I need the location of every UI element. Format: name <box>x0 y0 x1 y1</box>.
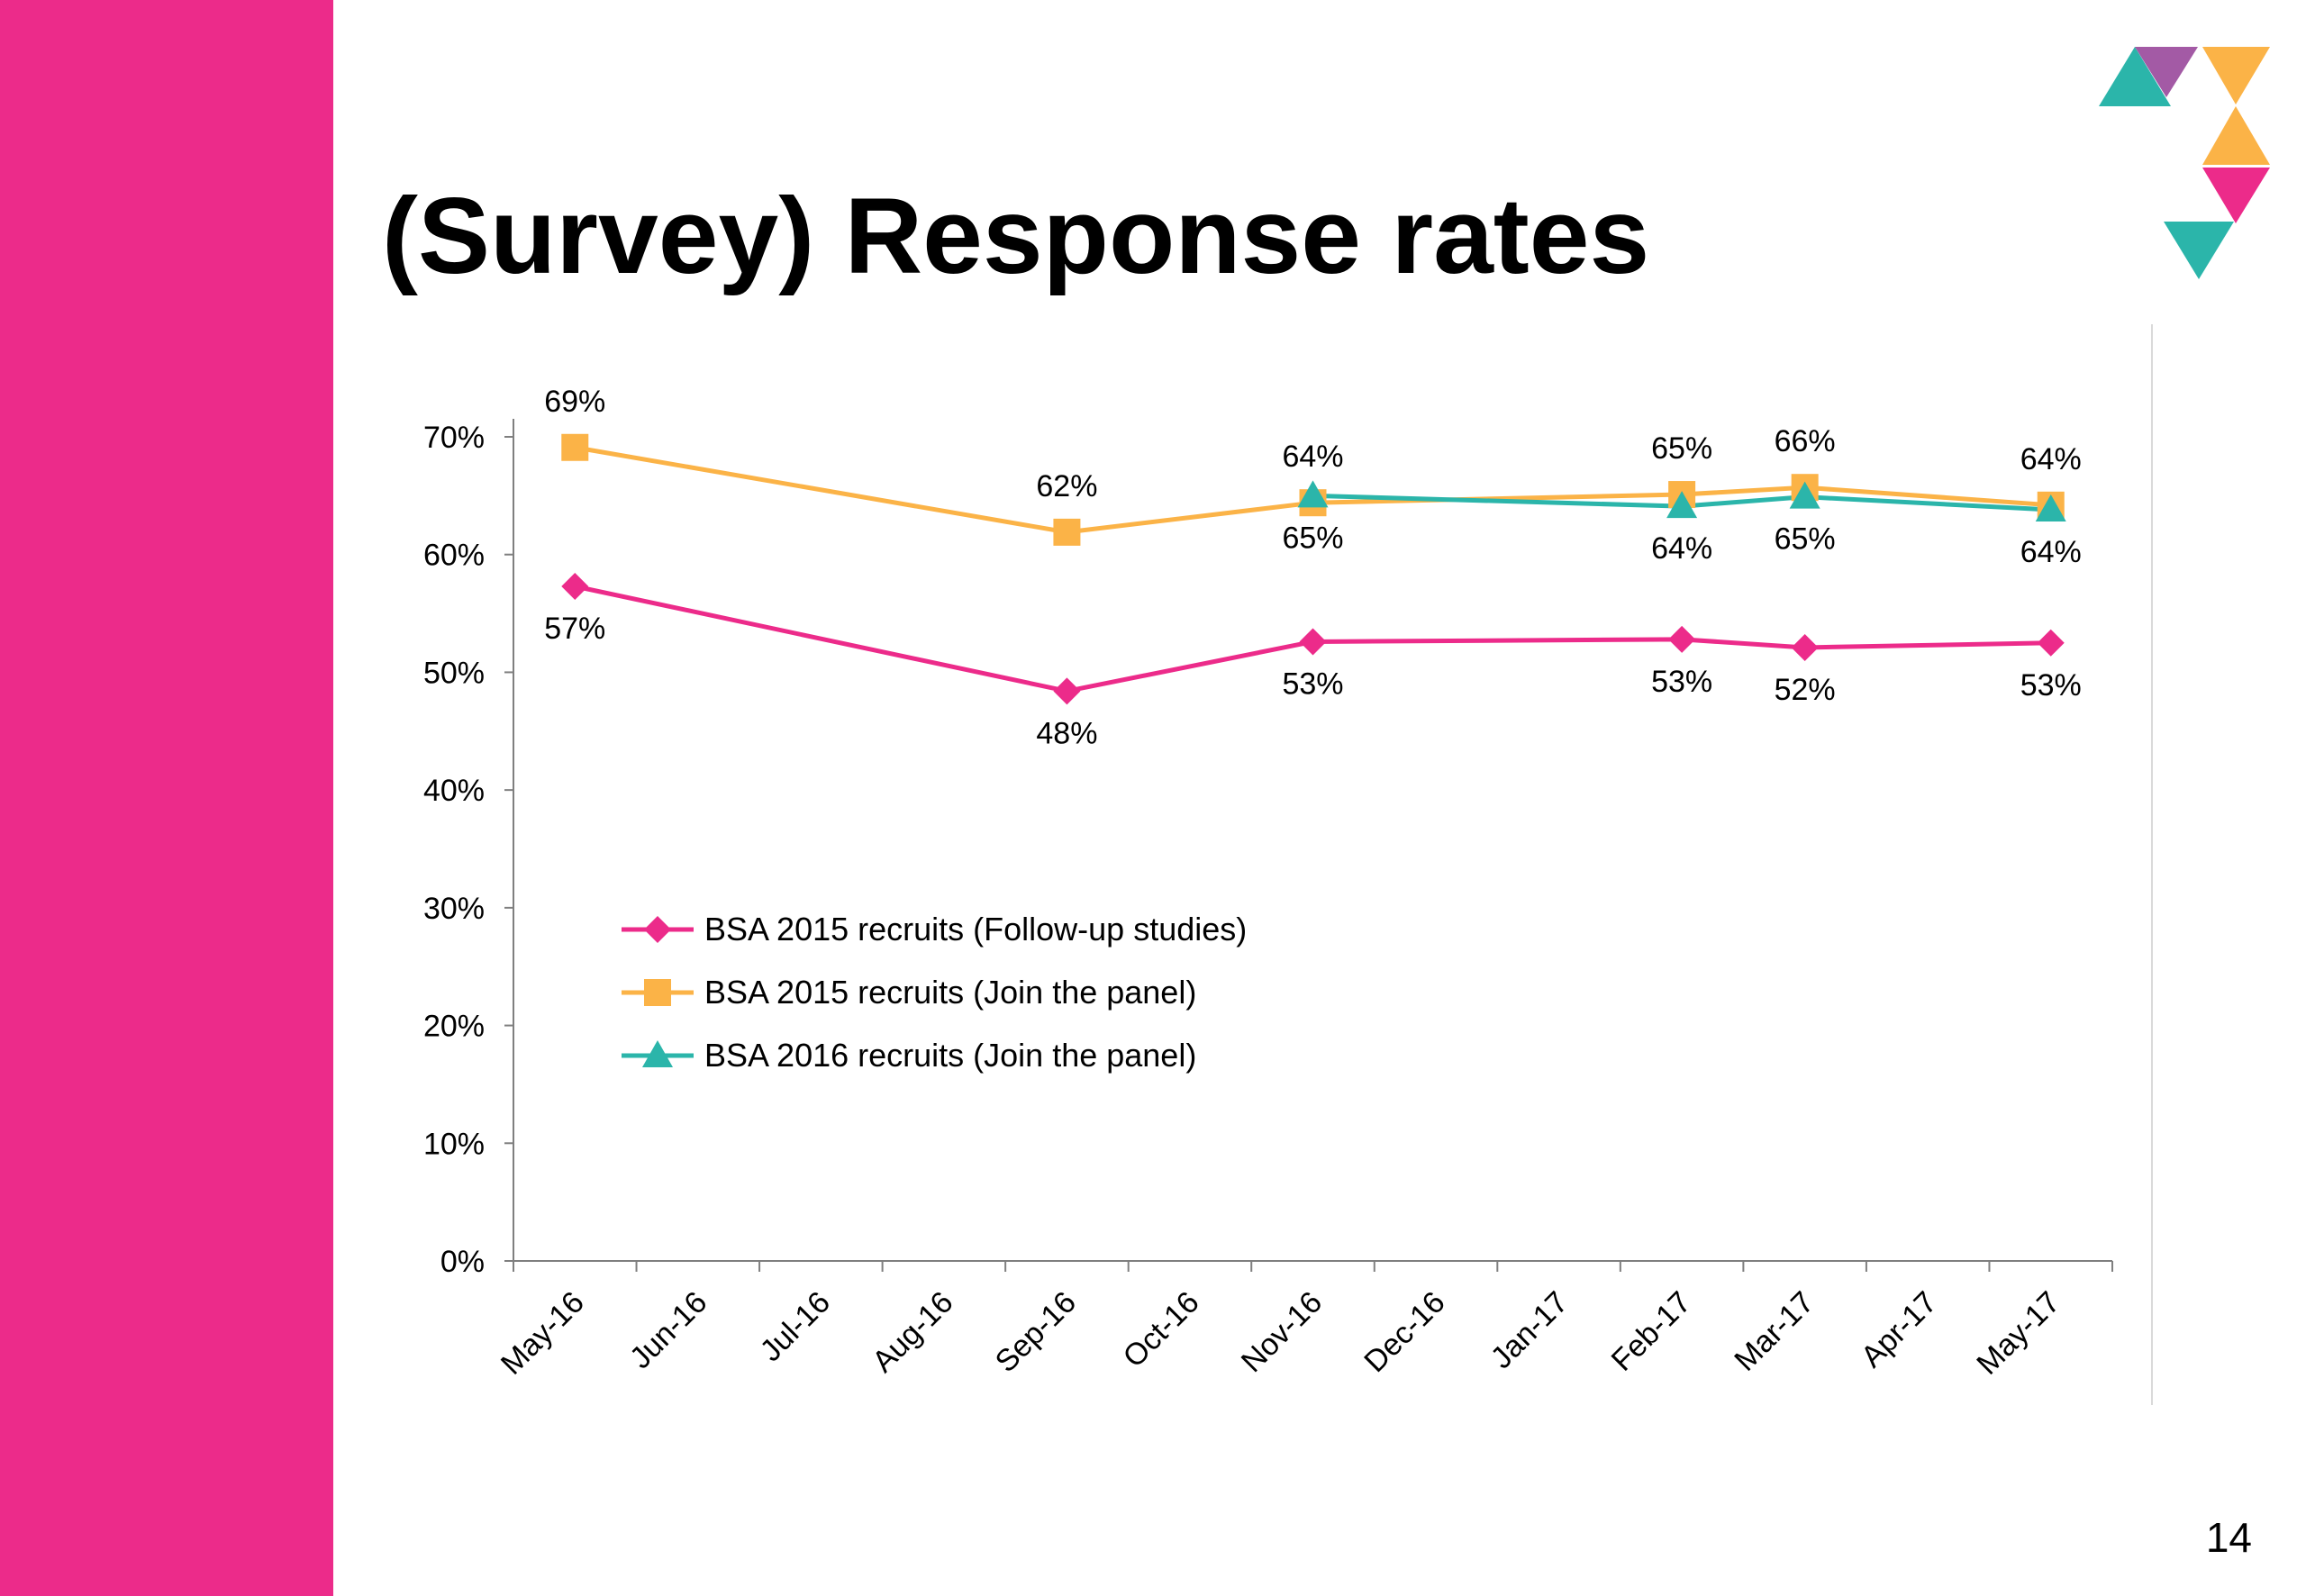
y-tick-label: 30% <box>423 892 485 926</box>
data-label: 65% <box>1651 431 1712 466</box>
triangle-marker <box>2035 494 2066 522</box>
logo-triangle-pink <box>2202 168 2270 223</box>
data-label: 65% <box>1282 521 1343 555</box>
series-markers <box>561 433 2066 705</box>
x-tick-label: Dec-16 <box>1357 1285 1451 1379</box>
x-tick-label: Nov-16 <box>1235 1285 1329 1379</box>
diamond-marker <box>1053 677 1081 705</box>
triangle-marker <box>1297 480 1329 508</box>
y-tick-label: 70% <box>423 421 485 455</box>
x-tick-label: Jul-16 <box>754 1285 837 1368</box>
diamond-marker <box>561 573 589 601</box>
x-tick-label: Oct-16 <box>1117 1285 1206 1374</box>
x-tick-label: Apr-17 <box>1855 1285 1944 1374</box>
square-marker <box>1053 518 1081 546</box>
diamond-marker <box>644 916 671 943</box>
logo-triangle-teal-bottom <box>2164 222 2234 279</box>
x-tick-label: May-16 <box>495 1285 591 1382</box>
y-axis: 0% 10% 20% 30% 40% 50% 60% 70% <box>423 419 514 1279</box>
legend-label: BSA 2015 recruits (Join the panel) <box>704 974 1196 1011</box>
x-tick-label: Feb-17 <box>1605 1285 1698 1378</box>
data-label: 64% <box>1282 440 1343 474</box>
data-label: 53% <box>1651 665 1712 699</box>
data-label: 65% <box>1775 522 1836 557</box>
legend-label: BSA 2015 recruits (Follow-up studies) <box>704 911 1247 948</box>
triangle-marker <box>1789 481 1820 509</box>
series-line-1 <box>574 584 2051 694</box>
x-axis: May-16 Jun-16 Jul-16 Aug-16 Sep-16 Oct-16 Nov-… <box>495 1260 2113 1382</box>
side-bar <box>0 0 333 1596</box>
diamond-marker <box>1791 633 1819 661</box>
x-tick-label: Sep-16 <box>989 1285 1083 1379</box>
data-label: 64% <box>2020 442 2082 476</box>
data-label: 48% <box>1036 716 1097 750</box>
legend-label: BSA 2016 recruits (Join the panel) <box>704 1037 1196 1074</box>
y-tick-label: 50% <box>423 656 485 690</box>
y-tick-label: 10% <box>423 1127 485 1161</box>
data-label: 66% <box>1775 424 1836 458</box>
diamond-marker <box>1668 625 1696 653</box>
square-marker <box>644 979 671 1006</box>
triangle-marker <box>642 1040 673 1067</box>
x-tick-label: Jan-17 <box>1484 1285 1575 1375</box>
series-lines <box>574 445 2051 694</box>
y-tick-label: 60% <box>423 539 485 573</box>
data-label: 52% <box>1775 673 1836 707</box>
data-label: 53% <box>1282 667 1343 701</box>
series-line-2 <box>574 445 2051 535</box>
logo-triangle-orange-mid <box>2202 106 2270 165</box>
square-marker <box>561 433 589 461</box>
response-rate-chart: 0% 10% 20% 30% 40% 50% 60% 70% May-16 Jun-16 Jul-… <box>423 385 2113 1382</box>
diamond-marker <box>2037 629 2065 657</box>
x-tick-label: Mar-17 <box>1728 1285 1820 1378</box>
data-label: 64% <box>1651 531 1712 566</box>
diamond-marker <box>1299 628 1327 656</box>
data-label: 69% <box>544 385 605 419</box>
data-label: 53% <box>2020 668 2082 703</box>
y-tick-label: 40% <box>423 774 485 808</box>
y-tick-label: 0% <box>440 1245 485 1279</box>
page-number: 14 <box>2205 1514 2252 1561</box>
data-label: 62% <box>1036 469 1097 503</box>
series-line-3 <box>1312 493 2051 512</box>
logo-triangle-orange-top <box>2202 47 2270 104</box>
x-tick-label: May-17 <box>1970 1285 2066 1382</box>
x-tick-label: Jun-16 <box>623 1285 713 1375</box>
data-label: 57% <box>544 612 605 646</box>
triangle-logo-icon <box>2099 47 2270 279</box>
logo-triangle-purple <box>2135 47 2198 97</box>
slide-divider <box>2151 324 2153 1405</box>
y-tick-label: 20% <box>423 1010 485 1044</box>
logo-triangle-teal-top <box>2099 47 2171 106</box>
data-label: 64% <box>2020 535 2082 569</box>
triangle-marker <box>1666 491 1698 519</box>
legend: BSA 2015 recruits (Follow-up studies) BSA… <box>622 911 1247 1074</box>
x-tick-label: Aug-16 <box>866 1285 959 1379</box>
slide-title: (Survey) Response rates <box>382 176 1650 296</box>
data-labels: 57% 48% 53% 53% 52% 53% 69% 62% 64% 65% 66% 64% 65% 6… <box>544 385 2082 751</box>
